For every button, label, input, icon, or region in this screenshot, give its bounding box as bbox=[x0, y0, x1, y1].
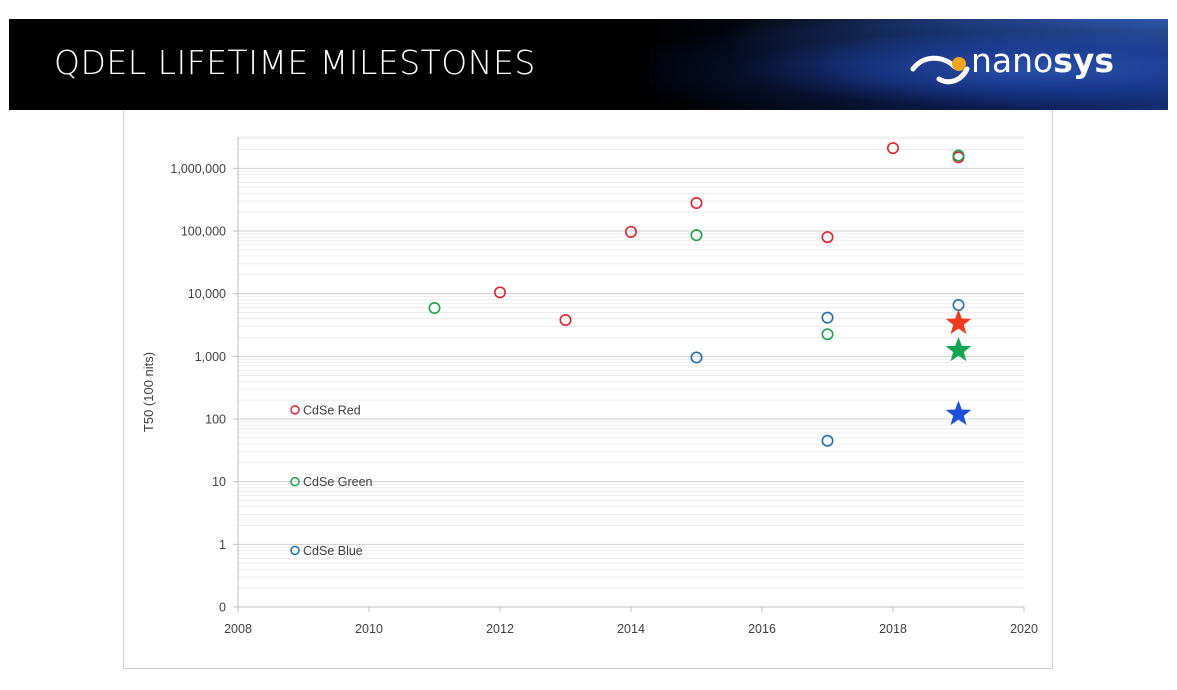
x-tick-label: 2016 bbox=[748, 622, 776, 636]
grid-lines bbox=[238, 136, 1024, 608]
legend: CdSe Red CdSe Green CdSe Blue bbox=[290, 403, 373, 558]
data-point-blue bbox=[821, 434, 834, 447]
legend-marker-blue bbox=[290, 545, 300, 556]
chart-panel: 2008 2010 2012 2014 2016 2018 2020 0 1 10 100 1,000… bbox=[123, 110, 1053, 669]
x-tick-label: 2020 bbox=[1010, 622, 1038, 636]
legend-label: CdSe Green bbox=[303, 475, 373, 489]
y-tick-label: 100,000 bbox=[181, 225, 226, 239]
y-tick-label: 1,000 bbox=[195, 350, 226, 364]
highlight-star-star_red bbox=[945, 309, 972, 334]
axes bbox=[233, 137, 1025, 612]
tick-labels: 2008 2010 2012 2014 2016 2018 2020 0 1 10 100 1,000… bbox=[170, 162, 1038, 636]
data-point-red bbox=[624, 225, 637, 238]
data-points bbox=[428, 142, 965, 447]
logo-wordmark: nanosys bbox=[971, 41, 1114, 80]
legend-entry-red: CdSe Red bbox=[290, 403, 361, 417]
y-axis-label: T50 (100 nits) bbox=[141, 352, 156, 432]
slide-title: QDEL LIFETIME MILESTONES bbox=[54, 43, 536, 82]
data-point-green bbox=[690, 229, 703, 242]
nanosys-logo: nanosys bbox=[909, 41, 1149, 89]
legend-entry-green: CdSe Green bbox=[290, 475, 373, 489]
data-point-blue bbox=[690, 351, 703, 364]
legend-entry-blue: CdSe Blue bbox=[290, 544, 363, 558]
x-tick-label: 2014 bbox=[617, 622, 645, 636]
x-tick-label: 2012 bbox=[486, 622, 514, 636]
data-point-red bbox=[493, 286, 506, 299]
y-tick-label: 10,000 bbox=[188, 287, 226, 301]
data-point-green bbox=[821, 328, 834, 341]
legend-label: CdSe Blue bbox=[303, 544, 363, 558]
legend-label: CdSe Red bbox=[303, 403, 361, 417]
y-tick-label: 100 bbox=[205, 413, 226, 427]
legend-marker-green bbox=[290, 476, 300, 487]
nanosys-swoosh-icon bbox=[910, 55, 970, 85]
y-tick-label: 0 bbox=[219, 601, 226, 615]
data-point-green bbox=[428, 302, 441, 315]
data-point-red bbox=[559, 314, 572, 327]
data-point-blue bbox=[952, 298, 965, 311]
logo-suffix: sys bbox=[1053, 41, 1115, 80]
logo-prefix: nano bbox=[971, 41, 1054, 80]
highlight-star-star_blue bbox=[945, 400, 972, 425]
y-tick-label: 1,000,000 bbox=[170, 162, 226, 176]
y-tick-label: 10 bbox=[212, 475, 226, 489]
data-point-red bbox=[886, 142, 899, 155]
data-point-red bbox=[690, 196, 703, 209]
slide-header: QDEL LIFETIME MILESTONES nanosys bbox=[9, 19, 1168, 110]
highlight-stars bbox=[945, 309, 972, 425]
x-tick-label: 2010 bbox=[355, 622, 383, 636]
data-point-green bbox=[952, 149, 965, 162]
x-tick-label: 2008 bbox=[224, 622, 252, 636]
y-tick-label: 1 bbox=[219, 538, 226, 552]
header-starfield-background bbox=[649, 19, 1168, 110]
data-point-red bbox=[821, 231, 834, 244]
legend-marker-red bbox=[290, 405, 300, 415]
highlight-star-star_green bbox=[945, 336, 972, 362]
x-tick-label: 2018 bbox=[879, 622, 907, 636]
data-point-blue bbox=[821, 311, 834, 324]
lifetime-scatter-chart: 2008 2010 2012 2014 2016 2018 2020 0 1 10 100 1,000… bbox=[141, 136, 1038, 636]
